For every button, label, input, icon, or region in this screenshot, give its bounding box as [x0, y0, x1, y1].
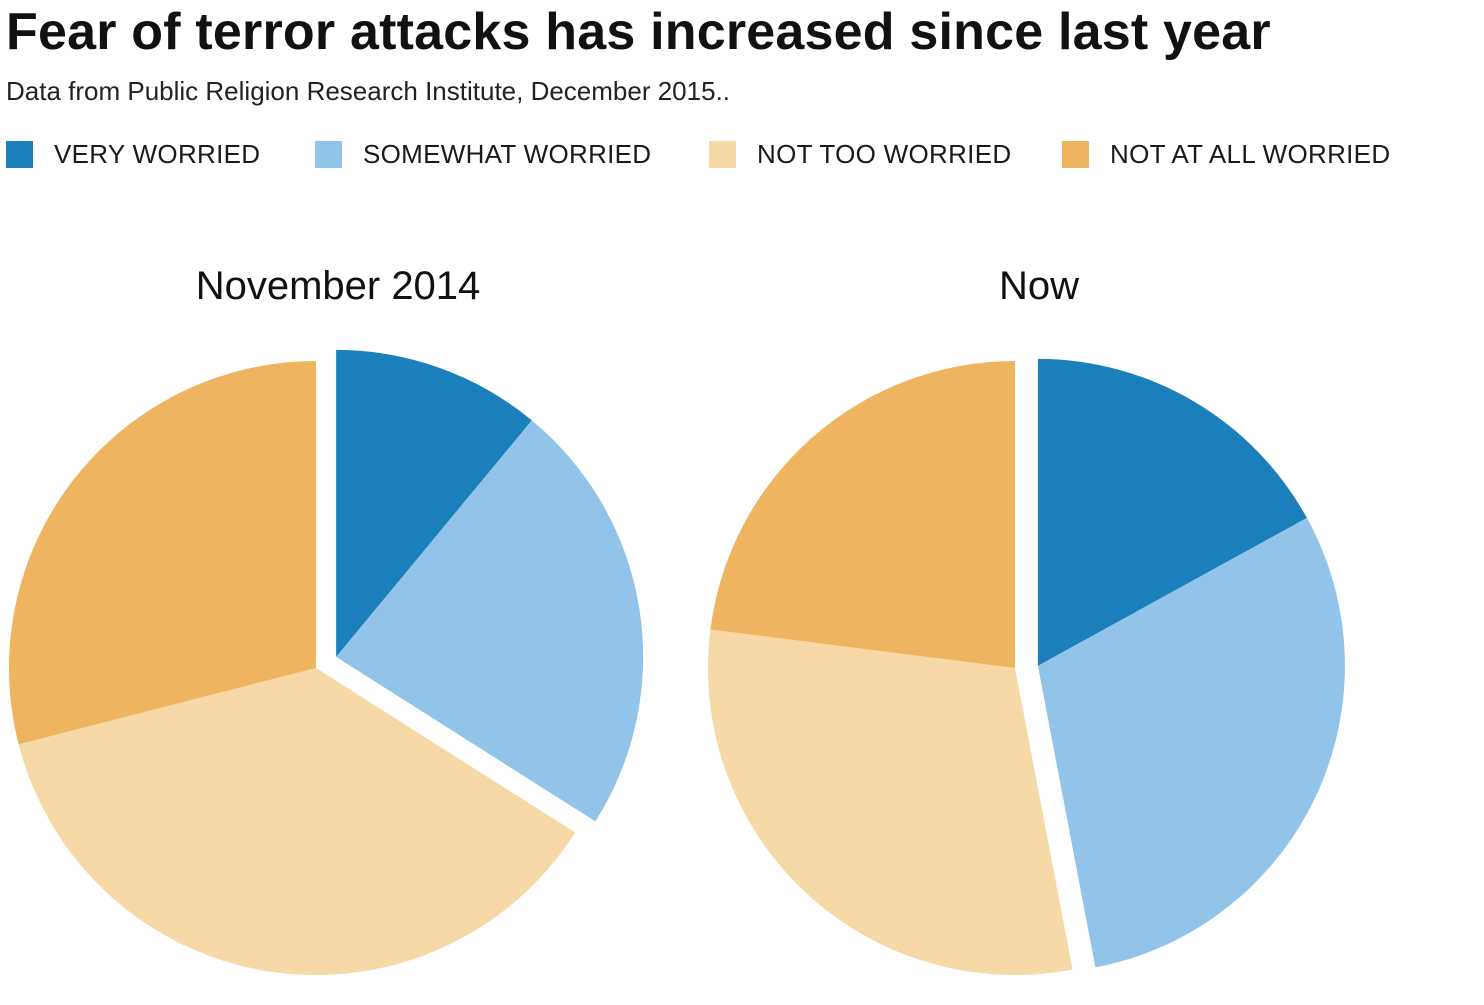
pie-slice-november-2014-not-too-worried: [18, 668, 576, 975]
chart-subtitle: Data from Public Religion Research Insti…: [6, 76, 731, 106]
pie-slices-now: [707, 358, 1345, 975]
chart-title: Fear of terror attacks has increased sin…: [6, 3, 1271, 61]
legend-label-not-at-all-worried: NOT AT ALL WORRIED: [1110, 138, 1391, 169]
pie-slices-november-2014: [8, 349, 644, 975]
pie-chart-november-2014: November 2014: [8, 264, 644, 975]
legend-swatch-not-at-all-worried: [1062, 140, 1089, 168]
legend-label-not-too-worried: NOT TOO WORRIED: [757, 138, 1012, 169]
legend-item-very-worried: VERY WORRIED: [6, 138, 260, 170]
pie-slice-november-2014-not-at-all-worried: [8, 361, 316, 745]
legend-item-not-at-all-worried: NOT AT ALL WORRIED: [1062, 138, 1390, 170]
pie-slice-november-2014-somewhat-worried: [336, 420, 644, 822]
legend-swatch-very-worried: [6, 140, 33, 168]
legend-item-not-too-worried: NOT TOO WORRIED: [709, 138, 1011, 170]
pie-slice-now-somewhat-worried: [1037, 517, 1345, 968]
legend-item-somewhat-worried: SOMEWHAT WORRIED: [315, 138, 651, 170]
pie-slice-now-very-worried: [1037, 358, 1307, 666]
pie-slice-now-not-too-worried: [707, 629, 1073, 975]
legend-label-very-worried: VERY WORRIED: [54, 138, 261, 169]
legend-label-somewhat-worried: SOMEWHAT WORRIED: [363, 138, 652, 169]
pie-slice-now-not-at-all-worried: [710, 361, 1015, 668]
legend: VERY WORRIED SOMEWHAT WORRIED NOT TOO WO…: [6, 138, 1476, 170]
pie-slice-november-2014-very-worried: [336, 349, 532, 657]
pie-title-now: Now: [999, 264, 1079, 308]
pie-chart-now: Now: [707, 264, 1345, 975]
legend-swatch-not-too-worried: [709, 140, 736, 168]
pie-title-november-2014: November 2014: [196, 264, 481, 308]
legend-swatch-somewhat-worried: [315, 140, 342, 168]
